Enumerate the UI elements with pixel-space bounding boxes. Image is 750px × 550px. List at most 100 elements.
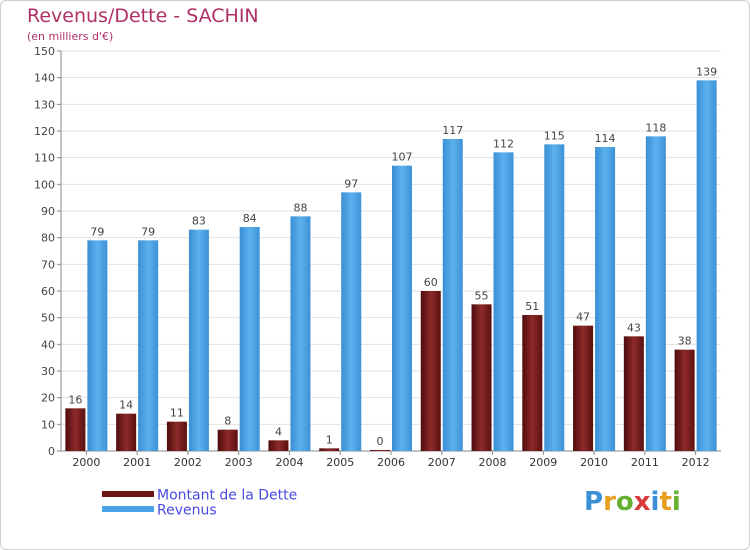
y-tick-label: 0 [48,445,55,458]
x-tick-label: 2005 [326,456,354,469]
legend-label-revenus: Revenus [157,502,217,519]
x-tick-label: 2006 [377,456,405,469]
data-label-revenus: 115 [544,129,565,142]
data-label-dette: 4 [275,425,282,438]
y-tick-label: 110 [34,152,55,165]
data-label-revenus: 117 [442,124,463,137]
bar-revenus [290,216,311,451]
y-tick-label: 120 [34,125,55,138]
y-tick-label: 30 [41,365,55,378]
data-label-dette: 43 [627,321,641,334]
y-tick-label: 50 [41,312,55,325]
y-tick-label: 150 [34,45,55,58]
data-label-dette: 14 [119,399,133,412]
bar-dette [370,450,390,451]
bar-dette [116,413,137,451]
x-tick-label: 2004 [275,456,303,469]
bar-revenus [188,229,209,451]
legend-item-dette: Montant de la Dette [102,485,297,504]
bar-dette [674,349,695,451]
data-label-revenus: 118 [645,121,666,134]
legend-swatch-dette [102,490,154,497]
bar-revenus [341,192,362,452]
y-tick-label: 80 [41,232,55,245]
chart-subtitle: (en milliers d'€) [27,30,114,43]
data-label-dette: 51 [525,300,539,313]
x-tick-label: 2010 [580,456,608,469]
y-tick-label: 60 [41,285,55,298]
bar-dette [573,325,594,451]
bar-dette [319,448,340,451]
bar-revenus [138,240,159,451]
bar-dette [623,336,644,451]
data-label-revenus: 139 [696,65,717,78]
data-label-revenus: 79 [90,225,104,238]
x-tick-label: 2001 [123,456,151,469]
y-tick-label: 10 [41,418,55,431]
y-tick-label: 130 [34,98,55,111]
bar-dette [166,421,187,451]
bar-revenus [544,144,565,452]
chart-title: Revenus/Dette - SACHIN [27,5,259,27]
bar-revenus [595,147,616,451]
data-label-revenus: 84 [243,212,257,225]
bar-revenus [87,240,108,451]
legend-item-revenus: Revenus [102,500,297,519]
bar-revenus [442,139,463,451]
data-label-revenus: 107 [392,151,413,164]
data-label-dette: 60 [424,276,438,289]
x-tick-label: 2012 [682,456,710,469]
legend-swatch-revenus [102,505,154,512]
y-tick-label: 90 [41,205,55,218]
logo-letter: i [671,487,681,517]
legend: Montant de la Dette Revenus [102,485,297,519]
bar-dette [420,291,441,451]
logo-letter: i [650,487,660,517]
legend-label-dette: Montant de la Dette [157,487,298,504]
x-tick-label: 2008 [479,456,507,469]
data-label-revenus: 114 [595,132,616,145]
data-label-revenus: 88 [293,201,307,214]
x-tick-label: 2003 [225,456,253,469]
proxiti-logo: Proxiti [584,487,681,517]
bar-revenus [645,136,666,452]
x-tick-label: 2002 [174,456,202,469]
x-tick-label: 2009 [529,456,557,469]
y-tick-label: 140 [34,72,55,85]
data-label-revenus: 112 [493,137,514,150]
x-tick-label: 2000 [72,456,100,469]
y-tick-label: 40 [41,338,55,351]
data-label-dette: 47 [576,311,590,324]
bar-dette [268,440,289,451]
bar-dette [65,408,86,451]
logo-letter: P [584,487,604,517]
data-label-dette: 16 [68,393,82,406]
data-label-revenus: 79 [141,225,155,238]
y-tick-label: 100 [34,178,55,191]
bar-dette [471,304,492,451]
data-label-dette: 55 [475,289,489,302]
logo-letter: x [633,487,651,517]
x-tick-label: 2011 [631,456,659,469]
data-label-revenus: 97 [344,177,358,190]
data-label-dette: 0 [377,435,384,448]
bar-revenus [696,80,717,451]
data-label-dette: 1 [326,433,333,446]
data-label-revenus: 83 [192,215,206,228]
bar-revenus [493,152,514,452]
bar-revenus [392,165,412,451]
logo-letter: r [603,487,616,517]
data-label-dette: 8 [224,415,231,428]
bar-dette [217,429,238,451]
logo-letter: t [659,487,672,517]
data-label-dette: 38 [678,335,692,348]
logo-letter: o [615,487,634,517]
bar-revenus [239,227,260,451]
data-label-dette: 11 [170,407,184,420]
y-tick-label: 20 [41,392,55,405]
y-tick-label: 70 [41,258,55,271]
x-tick-label: 2007 [428,456,456,469]
bar-dette [522,315,543,451]
